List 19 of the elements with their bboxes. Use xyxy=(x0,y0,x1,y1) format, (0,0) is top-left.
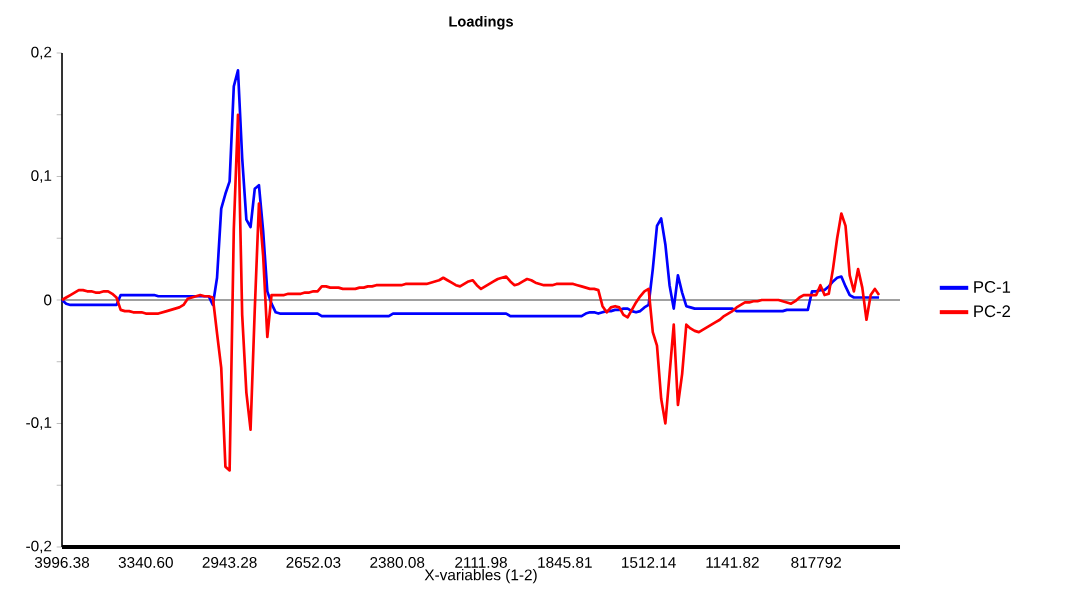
x-tick-label: 1845.81 xyxy=(538,557,592,568)
chart-title: Loadings xyxy=(449,15,513,30)
x-tick-label: 2111.98 xyxy=(455,557,507,568)
x-tick-label: 3996.38 xyxy=(34,557,90,568)
y-tick-label: 0,2 xyxy=(31,46,52,60)
x-tick-label: 2652.03 xyxy=(286,557,341,568)
legend-label: PC-1 xyxy=(974,281,1011,293)
x-tick-label: 2943.28 xyxy=(202,557,257,568)
y-tick-label: 0,1 xyxy=(31,170,52,183)
x-tick-label: 3340.60 xyxy=(118,557,173,568)
y-tick-label: -0,1 xyxy=(26,417,52,430)
x-tick-label: 1141.82 xyxy=(706,557,759,568)
x-tick-label: 2380.08 xyxy=(370,557,425,568)
x-tick-label: 1512.14 xyxy=(622,557,676,568)
y-tick-label: -0,2 xyxy=(26,540,52,554)
legend-label: PC-2 xyxy=(974,305,1011,318)
x-tick-label: 817792 xyxy=(791,557,841,568)
x-axis-title: X-variables (1-2) xyxy=(424,569,537,584)
y-tick-label: 0 xyxy=(44,294,52,306)
